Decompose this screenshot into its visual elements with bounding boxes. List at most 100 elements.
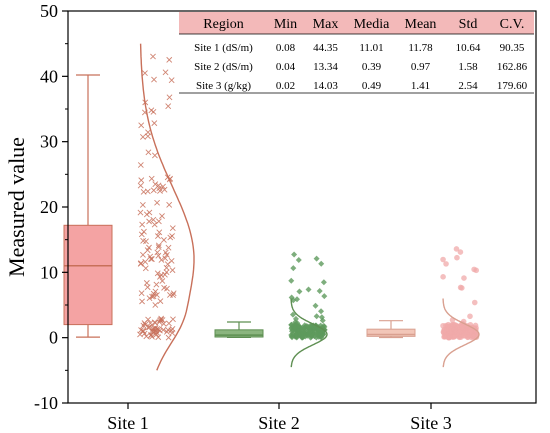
- data-point: [316, 288, 323, 295]
- data-point: [467, 313, 473, 320]
- data-point: [150, 293, 157, 300]
- data-point: [151, 76, 157, 83]
- data-point: [318, 308, 325, 315]
- box: [63, 224, 113, 326]
- table-cell: 0.08: [276, 42, 296, 54]
- data-point: [148, 175, 155, 182]
- data-point: [166, 201, 173, 208]
- data-point: [160, 237, 167, 243]
- data-point: [146, 295, 153, 302]
- box: [214, 329, 264, 338]
- data-point: [138, 260, 144, 267]
- data-point: [461, 275, 467, 281]
- data-point: [453, 246, 460, 252]
- data-point: [143, 211, 150, 218]
- table-cell: 179.60: [497, 80, 528, 92]
- data-point: [163, 264, 170, 271]
- data-point: [293, 334, 300, 341]
- data-point: [138, 177, 145, 184]
- box: [366, 328, 416, 337]
- data-point: [167, 234, 174, 241]
- data-point: [159, 278, 166, 284]
- data-point: [318, 260, 325, 267]
- density-curve: [139, 43, 195, 371]
- table-header-cell: Max: [313, 17, 339, 32]
- data-point: [138, 290, 145, 297]
- data-point: [150, 216, 157, 223]
- data-point: [169, 225, 176, 232]
- data-point: [288, 277, 295, 284]
- data-point: [138, 122, 145, 129]
- table-cell: 13.34: [313, 61, 338, 73]
- data-point: [471, 266, 477, 273]
- data-point: [149, 293, 156, 300]
- data-point: [162, 255, 169, 262]
- data-point: [448, 326, 455, 332]
- data-point: [166, 320, 172, 327]
- data-point: [140, 328, 147, 335]
- data-point: [290, 265, 297, 272]
- data-point: [295, 257, 302, 264]
- density-curve: [442, 298, 480, 368]
- data-point: [144, 247, 151, 254]
- plot-area: [63, 43, 480, 371]
- data-point: [142, 265, 149, 272]
- x-tick-label: Site 2: [258, 413, 300, 433]
- data-point: [145, 129, 151, 136]
- y-tick-label: 30: [40, 132, 58, 152]
- x-tick-label: Site 1: [107, 413, 149, 433]
- data-point: [170, 290, 177, 297]
- table-cell: Site 1 (dS/m): [194, 42, 253, 54]
- table-cell: Site 3 (g/kg): [196, 80, 251, 92]
- data-point: [471, 299, 478, 306]
- data-point: [160, 320, 167, 327]
- table-cell: 14.03: [313, 80, 338, 92]
- data-point: [146, 218, 153, 225]
- series-2: [214, 251, 328, 368]
- data-point: [468, 328, 474, 335]
- table-cell: 1.41: [411, 80, 430, 92]
- data-point: [164, 261, 171, 268]
- data-point: [313, 255, 320, 262]
- table-cell: 11.78: [408, 42, 433, 54]
- data-point: [288, 294, 295, 301]
- data-point: [142, 258, 149, 265]
- data-point: [165, 334, 172, 341]
- data-point: [158, 315, 165, 322]
- data-point: [321, 293, 328, 300]
- data-point: [142, 70, 148, 77]
- data-point: [291, 251, 298, 258]
- table-cell: 0.39: [362, 61, 382, 73]
- data-point: [157, 298, 164, 305]
- data-point: [137, 209, 144, 216]
- table-cell: 1.58: [458, 61, 478, 73]
- data-point: [140, 237, 147, 244]
- data-point: [145, 149, 152, 156]
- data-point: [305, 323, 312, 330]
- data-point: [152, 181, 159, 188]
- data-point: [313, 313, 320, 320]
- data-point: [148, 331, 155, 338]
- data-point: [166, 56, 173, 63]
- table-header-cell: Region: [203, 17, 243, 32]
- data-point: [151, 120, 158, 127]
- data-point: [154, 249, 161, 256]
- data-point: [143, 333, 150, 340]
- scatter-points: [137, 53, 177, 341]
- data-point: [306, 329, 313, 336]
- data-point: [147, 253, 154, 260]
- table-cell: Site 2 (dS/m): [194, 61, 253, 73]
- data-point: [288, 331, 295, 338]
- table-header-bg: [179, 12, 534, 34]
- data-point: [137, 182, 144, 189]
- data-point: [160, 183, 166, 190]
- data-point: [152, 302, 159, 308]
- data-point: [168, 77, 175, 84]
- data-point: [163, 269, 170, 276]
- data-point: [440, 274, 446, 280]
- data-point: [145, 324, 152, 331]
- data-point: [319, 317, 326, 324]
- data-point: [165, 244, 172, 251]
- data-point: [152, 288, 159, 295]
- data-point: [154, 270, 161, 277]
